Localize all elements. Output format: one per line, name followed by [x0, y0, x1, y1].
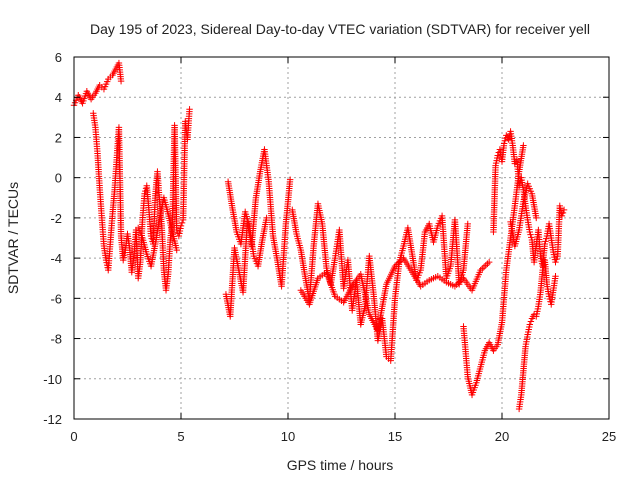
y-tick-label: 2: [55, 130, 62, 145]
data-point: [552, 273, 559, 280]
data-point: [117, 77, 125, 85]
data-point: [177, 222, 185, 230]
data-point: [558, 212, 566, 220]
x-tick-label: 10: [281, 429, 295, 444]
grid-lines: [74, 57, 609, 419]
data-point: [520, 142, 527, 149]
data-point: [178, 219, 186, 227]
y-tick-label: 6: [55, 50, 62, 65]
y-tick-label: -6: [50, 291, 62, 306]
chart-title: Day 195 of 2023, Sidereal Day-to-day VTE…: [90, 21, 590, 37]
data-point: [559, 209, 567, 217]
y-tick-label: -12: [43, 412, 62, 427]
data-point: [505, 136, 512, 143]
data-point: [480, 263, 488, 271]
data-point: [515, 182, 523, 189]
data-point: [464, 220, 471, 228]
data-point: [553, 255, 560, 263]
x-tick-label: 0: [70, 429, 77, 444]
data-point: [396, 258, 404, 265]
data-point: [526, 228, 534, 236]
data-point: [141, 190, 148, 197]
data-point: [286, 176, 294, 183]
data-points: [70, 59, 568, 413]
data-point: [526, 321, 534, 328]
x-axis-label: GPS time / hours: [287, 457, 394, 473]
x-tick-label: 25: [602, 429, 616, 444]
data-point: [484, 260, 491, 267]
data-point: [533, 214, 540, 222]
y-tick-label: 4: [55, 90, 62, 105]
x-tick-label: 15: [388, 429, 402, 444]
data-point: [542, 238, 549, 245]
data-point: [186, 106, 193, 113]
data-point: [541, 240, 548, 248]
data-point: [545, 293, 553, 300]
y-tick-label: -10: [43, 372, 62, 387]
x-tick-label: 5: [177, 429, 184, 444]
y-tick-label: -4: [50, 251, 62, 266]
axis-ticks: 0 5 10 15 20 25 -12 -10 -8 -6 -4 -2 0 2 4 6: [43, 50, 616, 444]
data-point: [173, 246, 180, 254]
y-tick-label: -2: [50, 211, 62, 226]
y-tick-label: -8: [50, 332, 62, 347]
data-point: [494, 152, 501, 159]
data-point: [543, 235, 550, 242]
data-point: [263, 214, 270, 222]
data-point: [485, 258, 493, 266]
data-point: [528, 234, 535, 241]
data-point: [501, 137, 509, 144]
x-tick-label: 20: [495, 429, 509, 444]
data-point: [560, 206, 568, 214]
y-tick-label: 0: [55, 171, 62, 186]
data-point: [527, 231, 534, 238]
data-point: [500, 140, 508, 147]
y-axis-label: SDTVAR / TECUs: [5, 182, 21, 294]
plot-frame: [73, 56, 610, 420]
data-point: [552, 258, 559, 266]
data-point: [482, 262, 489, 269]
data-point: [527, 318, 535, 325]
